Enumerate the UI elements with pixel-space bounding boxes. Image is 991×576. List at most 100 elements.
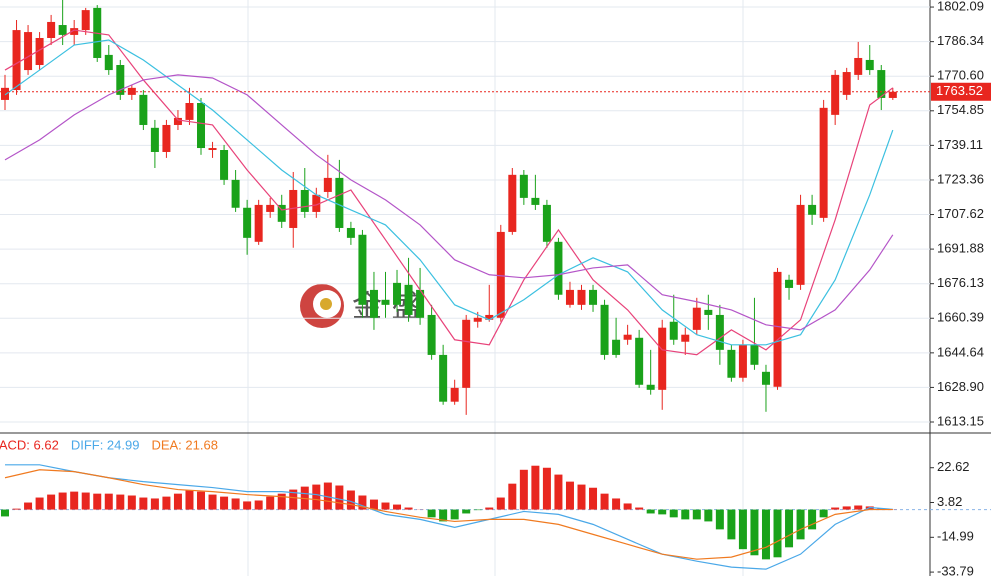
macd-bar: [646, 509, 655, 514]
macd-bar: [600, 493, 609, 510]
candle-body: [761, 371, 770, 385]
candle-body: [635, 337, 644, 385]
indicator-line: [4, 469, 893, 560]
candle-body: [738, 344, 747, 378]
candle-body: [473, 317, 482, 322]
candle-body: [300, 189, 309, 212]
candle-body: [116, 65, 125, 95]
candle-body: [439, 354, 448, 402]
macd-bar: [496, 497, 505, 510]
macd-bar: [473, 509, 482, 511]
candle-body: [877, 70, 886, 98]
y-tick-label: 3.82: [937, 494, 962, 509]
macd-bar: [531, 465, 540, 510]
candle-body: [485, 314, 494, 320]
candle-body: [416, 289, 425, 318]
candle-body: [462, 319, 471, 388]
y-tick-label: 1628.90: [937, 379, 984, 394]
candle-body: [243, 207, 252, 238]
macd-bar: [404, 507, 413, 510]
macd-bar: [439, 509, 448, 522]
macd-bar: [542, 467, 551, 510]
candle-body: [266, 204, 275, 212]
candle-body: [508, 174, 517, 232]
candle-body: [1, 87, 9, 100]
macd-bar: [150, 498, 159, 510]
macd-bar: [761, 509, 770, 560]
y-tick-label: 22.62: [937, 459, 970, 474]
macd-bar: [173, 493, 182, 510]
legend-entry: DIFF: 24.99: [71, 437, 140, 452]
macd-bar: [12, 508, 21, 510]
y-tick-label: 1676.13: [937, 275, 984, 290]
candle-body: [681, 334, 690, 342]
candle-body: [58, 25, 67, 35]
legend-entry: MACD: 6.62: [0, 437, 59, 452]
candle-body: [358, 234, 367, 305]
macd-bar: [669, 509, 678, 518]
macd-bar: [508, 483, 517, 510]
last-price-box: [931, 82, 991, 101]
candle-body: [185, 103, 194, 120]
macd-bar: [93, 493, 102, 510]
macd-bar: [658, 509, 667, 515]
candle-body: [104, 54, 113, 71]
macd-bar: [208, 494, 217, 510]
candle-body: [139, 94, 148, 125]
candle-body: [127, 87, 136, 95]
y-tick-label: 1691.88: [937, 241, 984, 256]
macd-bar: [185, 490, 194, 510]
macd-bar: [635, 507, 644, 510]
macd-bar: [381, 502, 390, 510]
candle-body: [565, 289, 574, 305]
macd-bar: [692, 509, 701, 520]
macd-bar: [623, 503, 632, 510]
macd-bar: [715, 509, 724, 530]
macd-bar: [358, 495, 367, 510]
candle-body: [162, 124, 171, 152]
candle-body: [531, 197, 540, 205]
candle-body: [70, 28, 79, 35]
macd-bar: [104, 493, 113, 510]
candle-body: [346, 227, 355, 238]
candle-body: [393, 282, 402, 305]
candle-body: [404, 284, 413, 315]
candle-body: [197, 103, 206, 149]
macd-bar: [277, 493, 286, 510]
candle-body: [589, 289, 598, 305]
candle-body: [220, 150, 229, 180]
y-tick-label: 1723.36: [937, 171, 984, 186]
candle-body: [369, 289, 378, 318]
macd-bar: [162, 496, 171, 510]
y-tick-label: 1786.34: [937, 33, 984, 48]
y-tick-label: 1644.64: [937, 344, 984, 359]
macd-bar: [796, 509, 805, 540]
y-tick-label: 1770.60: [937, 68, 984, 83]
candle-body: [150, 127, 159, 152]
candle-body: [669, 321, 678, 340]
macd-bar: [335, 485, 344, 510]
candle-body: [888, 91, 897, 98]
y-tick-label: 1613.15: [937, 413, 984, 428]
macd-bar: [819, 509, 828, 518]
macd-bar: [519, 469, 528, 510]
candle-body: [692, 307, 701, 330]
macd-bar: [842, 506, 851, 510]
macd-bar: [243, 501, 252, 510]
candle-body: [646, 384, 655, 390]
macd-bar: [427, 509, 436, 518]
candle-body: [785, 279, 794, 288]
candle-body: [727, 349, 736, 378]
macd-bar: [577, 484, 586, 510]
y-tick-label: -33.79: [937, 564, 974, 576]
macd-bar: [289, 489, 298, 510]
y-tick-label: 1660.39: [937, 310, 984, 325]
candle-body: [577, 289, 586, 305]
y-tick-label: 1754.85: [937, 102, 984, 117]
macd-bar: [450, 509, 459, 520]
candle-body: [47, 21, 56, 38]
macd-bar: [47, 494, 56, 510]
candle-body: [519, 174, 528, 198]
candle-body: [854, 57, 863, 75]
macd-bar: [554, 474, 563, 510]
